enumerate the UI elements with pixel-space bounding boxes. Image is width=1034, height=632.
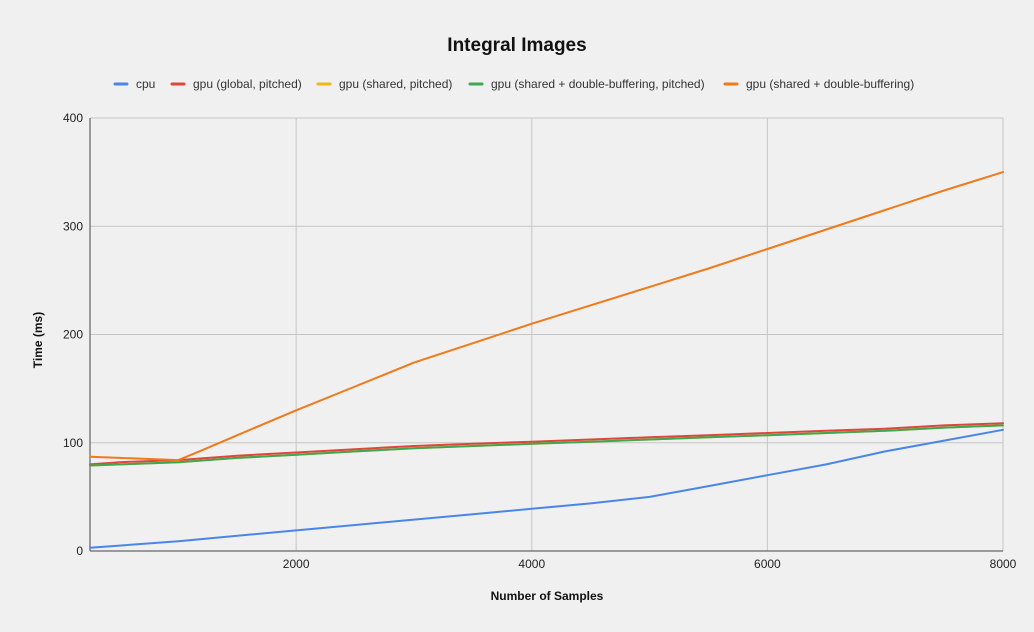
x-tick-label: 2000 [283,557,310,571]
series-line-0 [89,428,1004,549]
y-tick-label: 0 [76,544,83,558]
y-tick-label: 400 [63,111,83,125]
chart-title: Integral Images [447,35,586,56]
axes: 0 100 200 300 400 2000 4000 6000 8000 [63,111,1017,571]
x-tick-label: 6000 [754,557,781,571]
series-line-1 [89,422,1004,466]
series-lines [89,171,1004,549]
legend-label-0: cpu [136,77,155,91]
series-line-3 [89,424,1004,467]
legend-label-2: gpu (shared, pitched) [339,77,452,91]
legend: cpu gpu (global, pitched) gpu (shared, pit… [113,77,914,91]
legend-label-4: gpu (shared + double-buffering) [746,77,914,91]
y-tick-label: 100 [63,436,83,450]
y-axis-title: Time (ms) [31,312,45,368]
x-tick-label: 8000 [990,557,1017,571]
x-axis-title: Number of Samples [491,589,604,603]
legend-label-1: gpu (global, pitched) [193,77,302,91]
x-tick-label: 4000 [518,557,545,571]
series-line-4 [89,171,1004,462]
legend-label-3: gpu (shared + double-buffering, pitched) [491,77,705,91]
y-tick-label: 200 [63,328,83,342]
y-tick-label: 300 [63,219,83,233]
